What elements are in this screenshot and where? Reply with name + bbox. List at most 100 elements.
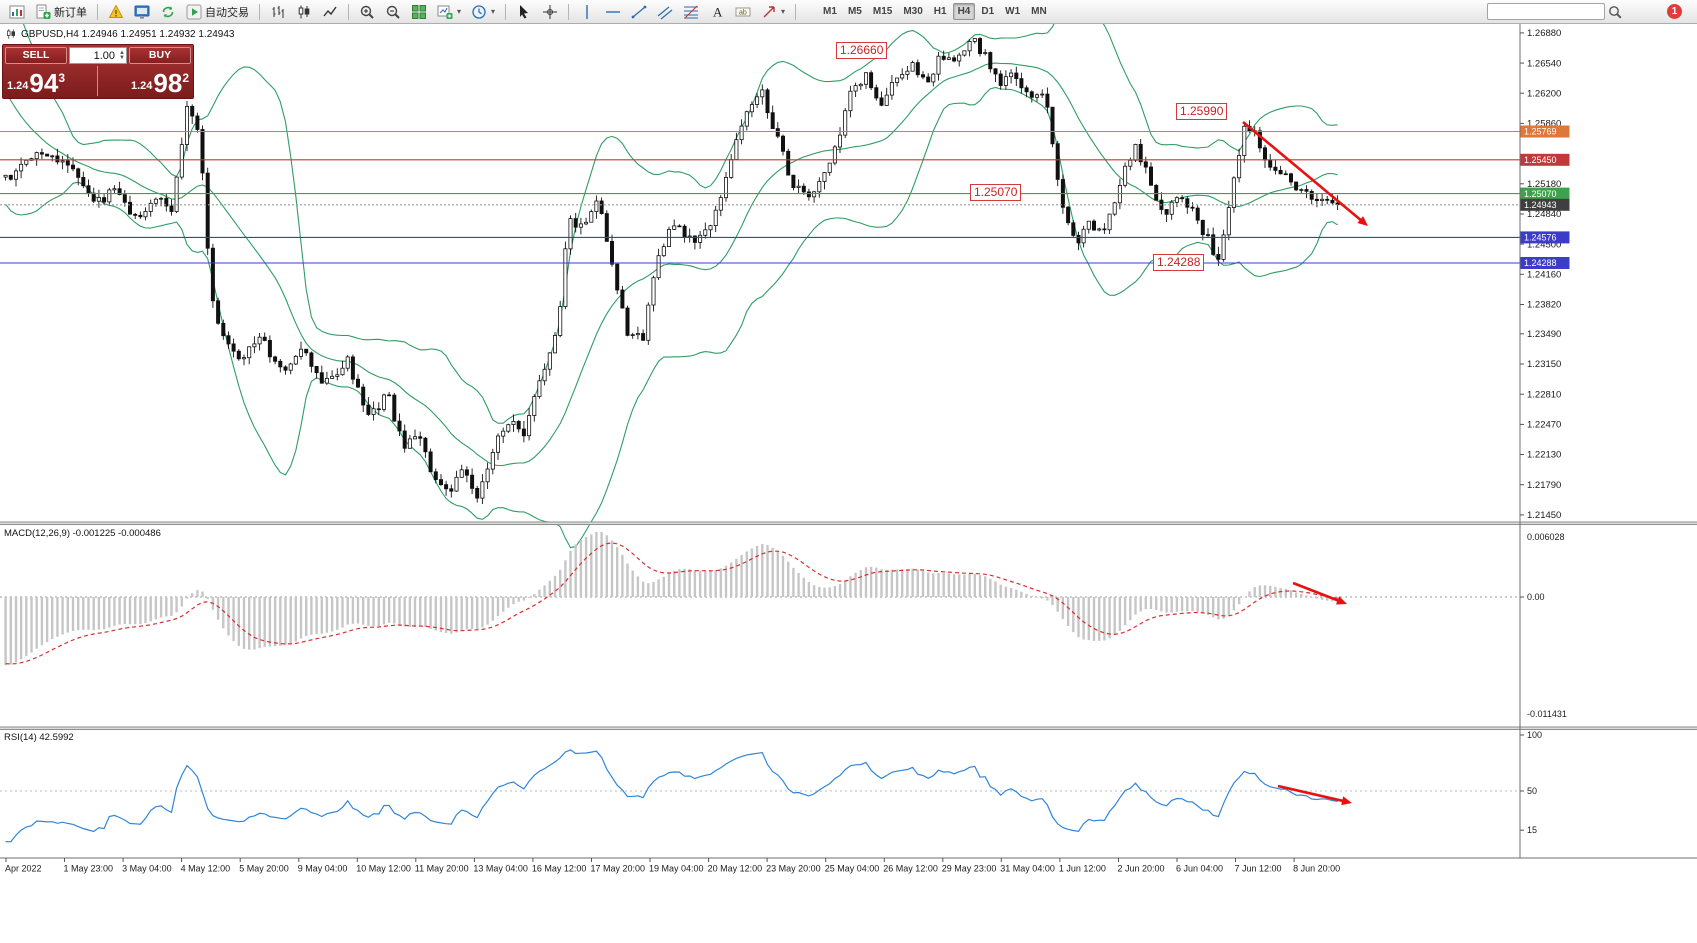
chart-window-icon (9, 5, 25, 18)
macd-axis: 0.006028 0.00 -0.011431 (1520, 532, 1567, 719)
profiles-button[interactable]: ▾ (467, 2, 499, 22)
alerts-button[interactable] (104, 2, 128, 22)
svg-text:1.26200: 1.26200 (1527, 88, 1561, 99)
svg-text:1.24500: 1.24500 (1527, 239, 1561, 250)
timeframe-w1[interactable]: W1 (1000, 3, 1025, 20)
svg-text:1.22810: 1.22810 (1527, 389, 1561, 400)
toolbar-separator (97, 3, 98, 20)
svg-text:1.25450: 1.25450 (1524, 155, 1557, 165)
svg-text:4 May 12:00: 4 May 12:00 (181, 864, 231, 874)
svg-text:1.24576: 1.24576 (1524, 233, 1557, 243)
alert-icon (108, 3, 124, 18)
buy-price[interactable]: 1.24 98 2 (100, 66, 192, 96)
timeframe-h1[interactable]: H1 (929, 3, 952, 20)
sell-button[interactable]: SELL (5, 47, 67, 64)
svg-text:29 May 23:00: 29 May 23:00 (942, 864, 997, 874)
price-axis[interactable]: 1.26880 1.26540 1.26200 1.25860 1.25180 1.248… (1520, 28, 1561, 521)
bar-chart-mode-button[interactable] (266, 2, 290, 22)
price-annotation[interactable]: 1.25990 (1176, 103, 1228, 120)
trendline-tool-button[interactable] (627, 2, 651, 22)
cursor-button[interactable] (512, 2, 536, 22)
volume-input[interactable]: 1.00 ▲ ▼ (69, 47, 127, 64)
bar-chart-icon (272, 5, 284, 18)
trend-arrows[interactable] (1242, 121, 1368, 806)
channel-tool-button[interactable] (653, 2, 677, 22)
svg-text:ab: ab (739, 9, 747, 16)
chart-title: GBPUSD,H4 1.24946 1.24951 1.24932 1.2494… (5, 28, 235, 40)
chart-window-button[interactable] (5, 2, 29, 22)
panel-separators[interactable] (0, 24, 1697, 859)
svg-text:1.22470: 1.22470 (1527, 420, 1561, 431)
vertical-line-tool-button[interactable] (575, 2, 599, 22)
main-toolbar: 新订单 自动交易 (0, 0, 1697, 24)
macd-title: MACD(12,26,9) -0.001225 -0.000486 (4, 528, 161, 539)
spinner-up-icon[interactable]: ▲ (119, 49, 125, 56)
crosshair-icon (543, 4, 558, 19)
svg-text:2 Jun 20:00: 2 Jun 20:00 (1118, 864, 1165, 874)
buy-button[interactable]: BUY (129, 47, 191, 64)
timeframe-d1[interactable]: D1 (976, 3, 999, 20)
tile-windows-icon (412, 4, 426, 19)
timeframe-h4[interactable]: H4 (952, 3, 976, 20)
search-input[interactable] (1487, 3, 1605, 20)
channel-icon (657, 6, 673, 19)
crosshair-button[interactable] (538, 2, 562, 22)
new-order-button[interactable]: 新订单 (31, 2, 91, 22)
svg-text:19 May 04:00: 19 May 04:00 (649, 864, 704, 874)
community-button[interactable] (156, 2, 180, 22)
candle-chart-mode-button[interactable] (292, 2, 316, 22)
tile-windows-button[interactable] (407, 2, 431, 22)
horizontal-line-tool-button[interactable] (601, 2, 625, 22)
rsi-title: RSI(14) 42.5992 (4, 732, 74, 743)
svg-text:1.24840: 1.24840 (1527, 209, 1561, 220)
timeframe-m1[interactable]: M1 (818, 3, 842, 20)
volume-spinner[interactable]: ▲ ▼ (119, 49, 125, 62)
sell-price[interactable]: 1.24 94 3 (5, 66, 95, 96)
zoom-out-button[interactable] (381, 2, 405, 22)
timeframe-m15[interactable]: M15 (868, 3, 897, 20)
svg-text:0.00: 0.00 (1527, 592, 1545, 602)
label-tool-button[interactable]: ab (731, 2, 755, 22)
svg-text:1 Jun 12:00: 1 Jun 12:00 (1059, 864, 1106, 874)
timeframe-m30[interactable]: M30 (898, 3, 927, 20)
timeframe-m5[interactable]: M5 (843, 3, 867, 20)
time-axis[interactable]: Apr 2022 1 May 23:00 3 May 04:00 4 May 12:0… (5, 858, 1340, 874)
trendline-icon (631, 5, 647, 18)
price-annotation[interactable]: 1.25070 (970, 184, 1022, 201)
chart-title-text: GBPUSD,H4 1.24946 1.24951 1.24932 1.2494… (21, 28, 235, 40)
notifications-badge[interactable]: 1 (1667, 4, 1682, 19)
svg-text:1.23490: 1.23490 (1527, 329, 1561, 340)
refresh-icon (162, 5, 174, 18)
line-chart-mode-button[interactable] (318, 2, 342, 22)
new-chart-button[interactable]: ▾ (433, 2, 465, 22)
svg-text:1.26540: 1.26540 (1527, 58, 1561, 69)
arrow-shape-icon (763, 5, 775, 17)
svg-text:1.22130: 1.22130 (1527, 450, 1561, 461)
horizontal-price-lines[interactable] (0, 130, 1520, 264)
svg-text:9 May 04:00: 9 May 04:00 (298, 864, 348, 874)
price-annotation[interactable]: 1.24288 (1153, 254, 1205, 271)
text-tool-button[interactable]: A (705, 2, 729, 22)
svg-text:1.25070: 1.25070 (1524, 189, 1557, 199)
timeframe-mn[interactable]: MN (1026, 3, 1052, 20)
svg-text:1.25860: 1.25860 (1527, 119, 1561, 130)
svg-text:25 May 04:00: 25 May 04:00 (825, 864, 880, 874)
svg-text:1.23150: 1.23150 (1527, 359, 1561, 370)
fibonacci-tool-button[interactable] (679, 2, 703, 22)
toolbar-separator (348, 3, 349, 20)
svg-text:6 Jun 04:00: 6 Jun 04:00 (1176, 864, 1223, 874)
price-annotation[interactable]: 1.26660 (836, 42, 888, 59)
spinner-down-icon[interactable]: ▼ (119, 54, 125, 61)
horizontal-line-icon (606, 10, 621, 13)
shapes-tool-button[interactable]: ▾ (757, 2, 789, 22)
search-icon[interactable] (1607, 4, 1623, 20)
svg-text:23 May 20:00: 23 May 20:00 (766, 864, 821, 874)
terminal-button[interactable] (130, 2, 154, 22)
line-chart-icon (323, 6, 337, 16)
zoom-in-button[interactable] (355, 2, 379, 22)
autotrading-button[interactable]: 自动交易 (182, 2, 253, 22)
svg-text:1 May 23:00: 1 May 23:00 (64, 864, 114, 874)
